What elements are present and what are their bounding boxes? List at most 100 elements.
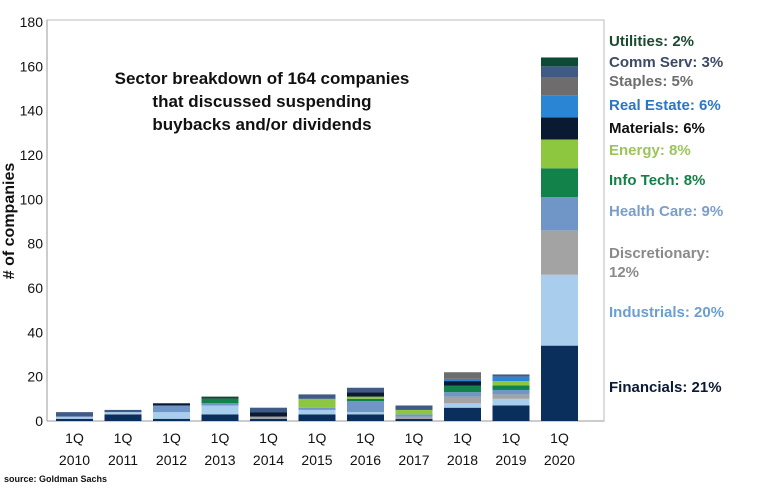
- x-tick-label-year: 2016: [350, 452, 381, 468]
- bar-segment-materials: [347, 392, 384, 397]
- legend-label-utilities: Utilities: 2%: [609, 33, 694, 50]
- bar-segment-discretionary: [444, 396, 481, 404]
- chart-title-line-3: buybacks and/or dividends: [152, 115, 371, 134]
- bar-segment-industrials: [201, 405, 239, 415]
- bar-segment-staples: [444, 372, 481, 379]
- legend-label-real-estate: Real Estate: 6%: [609, 97, 721, 114]
- bar-segment-financials: [347, 414, 384, 421]
- bar-segment-financials: [250, 418, 287, 421]
- y-tick-label: 100: [20, 191, 44, 207]
- bar-segment-utilities: [541, 57, 578, 67]
- legend-label-health-care: Health Care: 9%: [609, 203, 723, 220]
- x-tick-label-year: 2018: [447, 452, 478, 468]
- x-tick-label-year: 2017: [398, 452, 429, 468]
- bar-segment-info-tech: [347, 398, 384, 402]
- bar-segment-discretionary: [541, 230, 578, 275]
- bar-segment-discretionary: [395, 416, 433, 419]
- y-tick-label: 80: [27, 236, 43, 252]
- bar-segment-energy: [395, 409, 433, 415]
- y-axis-label: # of companies: [1, 163, 18, 280]
- bar-segment-financials: [395, 418, 433, 421]
- bar-segment-financials: [492, 405, 530, 421]
- legend-label-discretionary-pct: 12%: [609, 264, 639, 281]
- bar-segment-industrials: [347, 412, 384, 415]
- bar-segment-comm-serv: [395, 405, 433, 410]
- bar-segment-comm-serv: [541, 66, 578, 78]
- bar-segment-financials: [56, 418, 93, 421]
- bar-segment-materials: [541, 117, 578, 140]
- x-tick-label-year: 2015: [301, 452, 332, 468]
- y-tick-label: 180: [20, 14, 44, 30]
- bar-segment-health-care: [153, 405, 190, 413]
- legend-label-discretionary: Discretionary:: [609, 245, 710, 262]
- legend-label-materials: Materials: 6%: [609, 120, 705, 137]
- bar-segment-energy: [298, 398, 336, 408]
- x-tick-label-quarter: 1Q: [356, 430, 375, 446]
- bar-segment-real-estate: [492, 376, 530, 382]
- bar-segment-energy: [347, 396, 384, 399]
- x-tick-label-year: 2010: [59, 452, 90, 468]
- chart-title-line-1: Sector breakdown of 164 companies: [115, 69, 410, 88]
- bar-segment-comm-serv: [250, 407, 287, 413]
- bar-segment-industrials: [153, 412, 190, 419]
- bar-segment-industrials: [56, 416, 93, 419]
- bar-segment-real-estate: [541, 95, 578, 118]
- bar-segment-financials: [104, 414, 142, 421]
- bar-segment-industrials: [104, 412, 142, 415]
- legend-label-energy: Energy: 8%: [609, 142, 691, 159]
- y-tick-label: 40: [27, 324, 43, 340]
- x-tick-label-quarter: 1Q: [405, 430, 424, 446]
- x-tick-label-quarter: 1Q: [162, 430, 181, 446]
- y-tick-label: 0: [35, 413, 43, 429]
- x-tick-label-quarter: 1Q: [502, 430, 521, 446]
- x-tick-label-year: 2020: [544, 452, 575, 468]
- bar-segment-info-tech: [541, 168, 578, 198]
- bar-segment-industrials: [444, 403, 481, 408]
- x-tick-label-year: 2019: [495, 452, 526, 468]
- bar-segment-financials: [153, 418, 190, 421]
- bar-segment-financials: [541, 345, 578, 421]
- bar-segment-materials: [250, 412, 287, 417]
- chart-title-line-2: that discussed suspending: [152, 92, 371, 111]
- bar-segment-health-care: [492, 389, 530, 395]
- bar-segment-staples: [541, 77, 578, 96]
- legend-label-financials: Financials: 21%: [609, 379, 722, 396]
- bar-segment-industrials: [298, 409, 336, 415]
- x-tick-label-quarter: 1Q: [550, 430, 569, 446]
- bar-segment-materials: [444, 381, 481, 386]
- bar-segment-health-care: [541, 197, 578, 231]
- y-tick-label: 160: [20, 58, 44, 74]
- bar-segment-financials: [444, 407, 481, 421]
- x-tick-label-year: 2013: [204, 452, 235, 468]
- bar-segment-comm-serv: [56, 412, 93, 417]
- legend-label-industrials: Industrials: 20%: [609, 304, 724, 321]
- bar-segment-comm-serv: [347, 387, 384, 393]
- bar-segment-energy: [541, 139, 578, 169]
- x-tick-label-quarter: 1Q: [114, 430, 133, 446]
- bar-segment-comm-serv: [104, 409, 142, 413]
- x-tick-label-quarter: 1Q: [453, 430, 472, 446]
- x-tick-label-quarter: 1Q: [211, 430, 230, 446]
- bar-segment-materials: [153, 403, 190, 406]
- legend-label-info-tech: Info Tech: 8%: [609, 172, 705, 189]
- bar-segment-health-care: [395, 414, 433, 417]
- x-tick-label-year: 2011: [108, 452, 138, 468]
- bar-segment-financials: [201, 414, 239, 421]
- bar-segment-discretionary: [492, 394, 530, 399]
- bar-segment-financials: [298, 414, 336, 421]
- legend-label-staples: Staples: 5%: [609, 73, 693, 90]
- bar-segment-health-care: [298, 407, 336, 410]
- bar-segment-industrials: [541, 274, 578, 346]
- x-tick-label-quarter: 1Q: [65, 430, 84, 446]
- bar-segment-health-care: [347, 401, 384, 413]
- bar-segment-info-tech: [444, 385, 481, 393]
- x-tick-label-year: 2012: [156, 452, 187, 468]
- y-tick-label: 120: [20, 147, 44, 163]
- bar-segment-comm-serv: [492, 374, 530, 377]
- bar-segment-health-care: [444, 392, 481, 397]
- y-tick-label: 60: [27, 280, 43, 296]
- legend-label-comm-serv: Comm Serv: 3%: [609, 54, 723, 71]
- x-tick-label-quarter: 1Q: [259, 430, 278, 446]
- bar-segment-comm-serv: [298, 394, 336, 399]
